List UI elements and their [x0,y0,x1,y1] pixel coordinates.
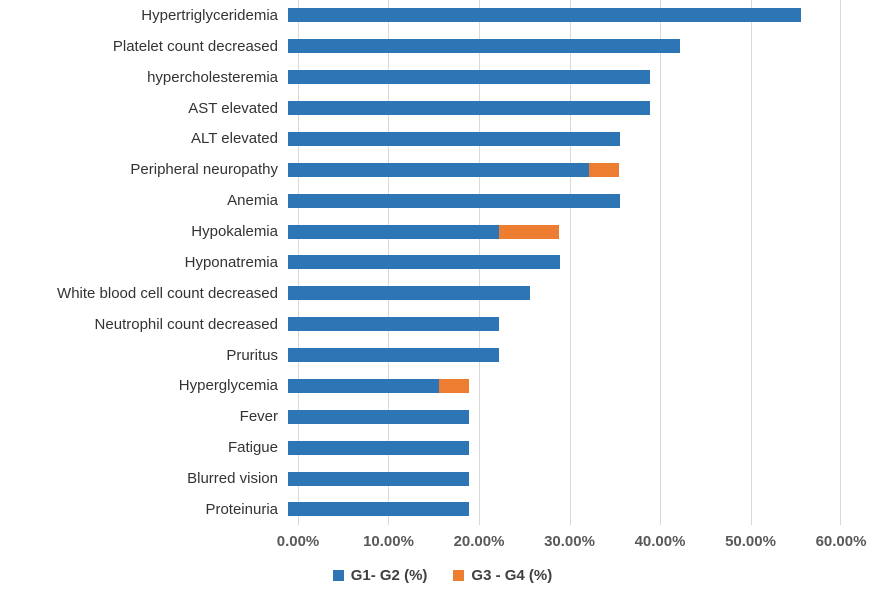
bar-segment-g1-g2 [288,39,680,54]
bar-track [288,502,831,517]
bar-row: Pruritus [0,340,885,371]
bar-track [288,131,831,146]
category-label: Proteinuria [205,500,278,518]
bar-segment-g1-g2 [288,409,469,424]
bar-row: Blurred vision [0,463,885,494]
bar-track [288,409,831,424]
legend-item: G3 - G4 (%) [453,567,552,584]
category-label: AST elevated [188,99,278,117]
bar-row: Hypertriglyceridemia [0,0,885,31]
category-label: Hypokalemia [191,223,278,241]
bar-track [288,8,831,23]
legend-swatch-icon [332,570,344,581]
bar-row: White blood cell count decreased [0,278,885,309]
bar-row: Proteinuria [0,494,885,525]
bar-segment-g1-g2 [288,286,530,301]
x-tick-label: 50.00% [725,533,776,550]
bar-row: Hyponatremia [0,247,885,278]
bar-track [288,224,831,239]
bar-segment-g1-g2 [288,502,469,517]
legend: G1- G2 (%) G3 - G4 (%) [0,567,885,584]
category-label: Hypertriglyceridemia [141,6,278,24]
bar-segment-g1-g2 [288,162,590,177]
bar-track [288,348,831,363]
bar-track [288,286,831,301]
category-label: Peripheral neuropathy [130,161,278,179]
bar-track [288,378,831,393]
category-label: Anemia [227,192,278,210]
category-label: Blurred vision [187,470,278,488]
bar-segment-g1-g2 [288,378,440,393]
bar-row: AST elevated [0,93,885,124]
bar-segment-g1-g2 [288,255,560,270]
gridline [750,0,752,525]
gridline [569,0,571,525]
category-label: Pruritus [226,346,278,364]
bar-segment-g1-g2 [288,101,650,116]
x-tick-label: 60.00% [815,533,867,550]
bar-row: Anemia [0,185,885,216]
bar-segment-g1-g2 [288,224,499,239]
x-tick-label: 30.00% [544,533,595,550]
bar-row: Peripheral neuropathy [0,154,885,185]
bar-track [288,255,831,270]
bar-track [288,101,831,116]
legend-label: G3 - G4 (%) [471,567,553,584]
x-tick-label: 20.00% [453,533,505,550]
bar-row: Hypokalemia [0,216,885,247]
category-label: Hyponatremia [184,253,278,271]
bar-segment-g1-g2 [288,131,621,146]
bar-segment-g1-g2 [288,348,499,363]
plot-area: Hypertriglyceridemia Platelet count decre… [0,0,885,525]
bar-track [288,162,831,177]
category-label: Fatigue [227,439,278,457]
bar-track [288,193,831,208]
x-tick-label: 40.00% [634,533,686,550]
category-label: Platelet count decreased [112,37,278,55]
bar-track [288,440,831,455]
legend-swatch-icon [453,570,465,581]
bar-row: hypercholesteremia [0,62,885,93]
bar-segment-g1-g2 [288,8,802,23]
bar-segment-g1-g2 [288,70,650,85]
bar-segment-g3-g4 [439,378,469,393]
bar-row: ALT elevated [0,124,885,155]
bar-track [288,70,831,85]
legend-label: G1- G2 (%) [350,567,428,584]
legend-item: G1- G2 (%) [332,567,428,584]
category-label: ALT elevated [190,130,278,148]
bar-track [288,317,831,332]
gridline [659,0,661,525]
bar-track [288,39,831,54]
bar-row: Fever [0,401,885,432]
bar-row: Platelet count decreased [0,31,885,62]
gridline [840,0,841,525]
bar-row: Neutrophil count decreased [0,309,885,340]
x-tick-label: 10.00% [363,533,414,550]
bar-track [288,471,831,486]
bar-segment-g1-g2 [288,471,469,486]
bar-segment-g1-g2 [288,317,499,332]
x-tick-label: 0.00% [276,533,320,550]
bar-segment-g1-g2 [288,193,621,208]
bar-segment-g1-g2 [288,440,469,455]
bar-row: Hyperglycemia [0,371,885,402]
category-label: hypercholesteremia [147,68,278,86]
bar-segment-g3-g4 [589,162,620,177]
category-label: Neutrophil count decreased [94,315,278,333]
bar-segment-g3-g4 [498,224,560,239]
category-label: Hyperglycemia [178,377,278,395]
category-label: White blood cell count decreased [57,284,278,302]
category-label: Fever [239,408,278,426]
bar-row: Fatigue [0,432,885,463]
x-axis: 0.00% 10.00% 20.00% 30.00% 40.00% 50.00% 60.00… [277,533,867,553]
chart-rows: Hypertriglyceridemia Platelet count decre… [0,0,885,525]
